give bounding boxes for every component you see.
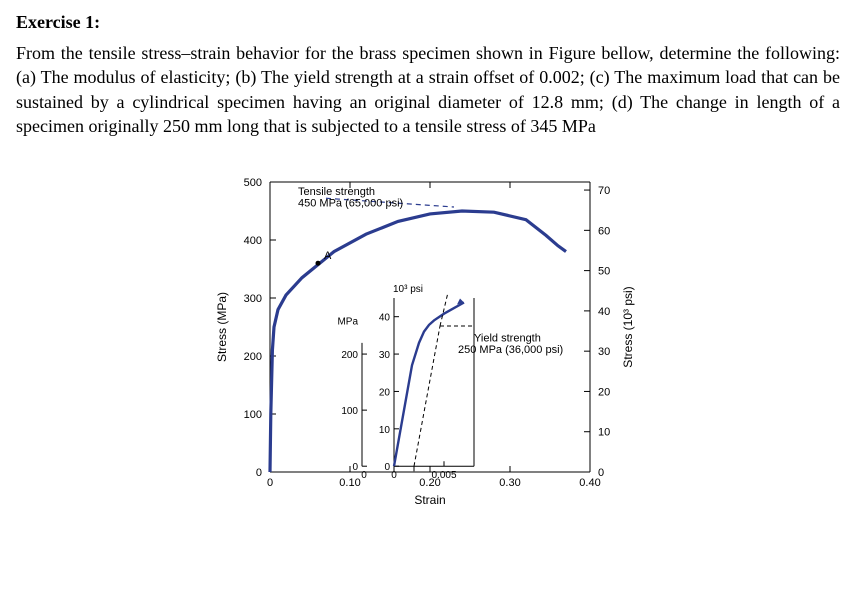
stress-strain-figure: 00.100.200.300.40Strain0100200300400500S… (16, 162, 840, 522)
svg-text:200: 200 (244, 351, 262, 363)
svg-text:200: 200 (341, 350, 358, 361)
svg-text:30: 30 (379, 350, 391, 361)
exercise-title: Exercise 1: (16, 12, 840, 33)
svg-text:300: 300 (244, 293, 262, 305)
svg-text:0: 0 (391, 470, 397, 481)
svg-text:0: 0 (384, 462, 390, 473)
svg-text:Yield strength: Yield strength (474, 333, 541, 345)
svg-text:0.30: 0.30 (499, 477, 520, 489)
svg-text:10: 10 (379, 425, 391, 436)
svg-text:450 MPa (65,000 psi): 450 MPa (65,000 psi) (298, 198, 403, 210)
svg-text:100: 100 (341, 406, 358, 417)
svg-text:50: 50 (598, 266, 610, 278)
exercise-body: From the tensile stress–strain behavior … (16, 41, 840, 138)
svg-text:40: 40 (379, 313, 391, 324)
svg-text:30: 30 (598, 346, 610, 358)
svg-text:Stress (10³ psi): Stress (10³ psi) (621, 287, 635, 368)
svg-text:0.005: 0.005 (431, 470, 456, 481)
svg-text:Stress (MPa): Stress (MPa) (215, 292, 229, 362)
svg-text:Tensile strength: Tensile strength (298, 186, 375, 198)
svg-text:10³ psi: 10³ psi (393, 284, 423, 295)
svg-text:40: 40 (598, 306, 610, 318)
svg-text:70: 70 (598, 185, 610, 197)
stress-strain-chart: 00.100.200.300.40Strain0100200300400500S… (208, 162, 648, 522)
svg-text:0: 0 (361, 470, 367, 481)
svg-text:20: 20 (379, 388, 391, 399)
svg-text:Strain: Strain (414, 493, 445, 507)
svg-text:0: 0 (256, 467, 262, 479)
svg-text:400: 400 (244, 235, 262, 247)
svg-text:0: 0 (267, 477, 273, 489)
svg-text:100: 100 (244, 409, 262, 421)
svg-text:A: A (324, 250, 332, 262)
svg-text:MPa: MPa (337, 317, 358, 328)
svg-text:20: 20 (598, 387, 610, 399)
svg-text:0: 0 (352, 462, 358, 473)
svg-text:10: 10 (598, 427, 610, 439)
svg-text:500: 500 (244, 177, 262, 189)
svg-text:0: 0 (598, 467, 604, 479)
svg-text:60: 60 (598, 226, 610, 238)
svg-text:0.10: 0.10 (339, 477, 360, 489)
